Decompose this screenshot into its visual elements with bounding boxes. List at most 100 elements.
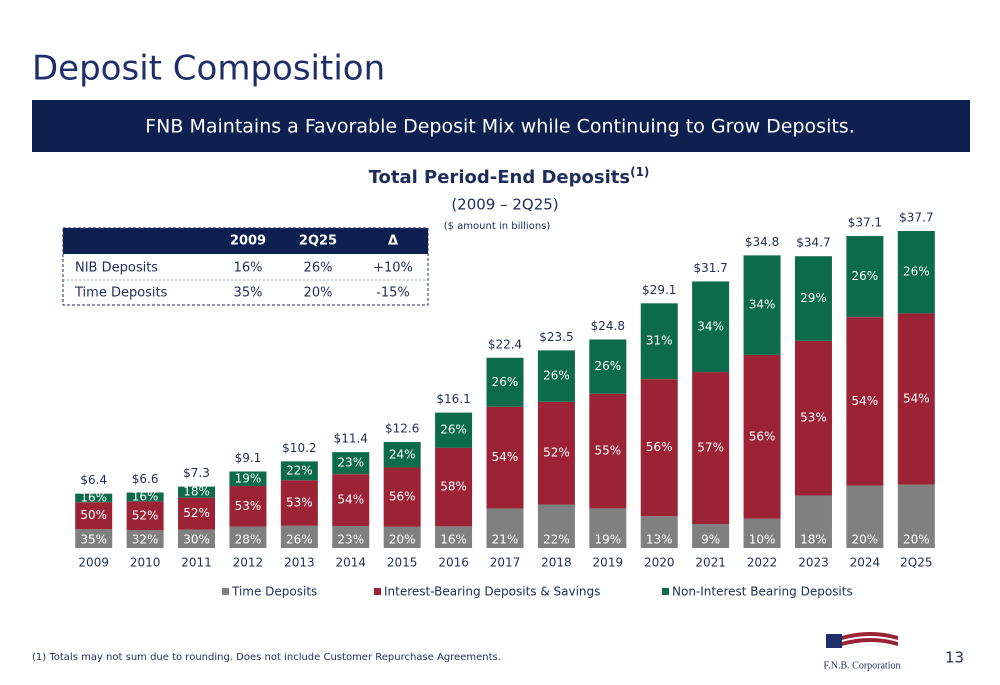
total-label: $11.4	[334, 432, 368, 446]
total-label: $37.7	[899, 211, 933, 225]
bar-segment	[126, 530, 164, 548]
unit-note: ($ amount in billions)	[444, 221, 551, 232]
table-header: Δ	[388, 234, 398, 249]
x-tick-label: 2015	[387, 556, 418, 570]
segment-label: 50%	[80, 508, 107, 522]
total-label: $34.7	[796, 236, 830, 250]
bar-segment	[692, 524, 730, 548]
x-tick-label: 2Q25	[900, 556, 932, 570]
table-cell: -15%	[376, 286, 410, 301]
total-label: $6.4	[80, 473, 107, 487]
bar-segment	[75, 493, 113, 503]
bar-segment	[280, 461, 318, 481]
segment-label: 18%	[183, 485, 210, 499]
bar-segment	[383, 467, 421, 527]
segment-label: 18%	[800, 533, 827, 547]
bar-segment	[537, 504, 575, 548]
table-cell: 35%	[234, 286, 263, 301]
bar-segment	[743, 354, 781, 519]
x-tick-label: 2022	[747, 556, 778, 570]
legend-swatch	[222, 588, 229, 595]
total-label: $10.2	[282, 441, 316, 455]
logo: F.N.B. Corporation	[824, 632, 901, 671]
segment-label: 26%	[543, 369, 570, 383]
segment-label: 28%	[235, 533, 262, 547]
segment-label: 57%	[697, 441, 724, 455]
segment-label: 53%	[800, 411, 827, 425]
segment-label: 53%	[286, 495, 313, 509]
total-label: $29.1	[642, 283, 676, 297]
total-label: $16.1	[436, 392, 470, 406]
total-label: $24.8	[591, 319, 625, 333]
bar-segment	[794, 340, 832, 496]
title-note: (1)	[630, 165, 649, 179]
segment-label: 56%	[646, 440, 673, 454]
bar-segment	[640, 303, 678, 380]
segment-label: 54%	[337, 493, 364, 507]
logo-flag-field	[826, 634, 842, 648]
bar-segment	[537, 401, 575, 505]
segment-label: 26%	[594, 359, 621, 373]
table-header-bg	[63, 228, 428, 254]
x-tick-label: 2010	[130, 556, 161, 570]
x-tick-label: 2021	[695, 556, 726, 570]
segment-label: 16%	[132, 489, 159, 503]
segment-label: 55%	[594, 444, 621, 458]
bar-segment	[846, 236, 884, 318]
segment-label: 21%	[492, 533, 519, 547]
chart-subtitle: (2009 – 2Q25)	[451, 196, 558, 214]
logo-text: F.N.B. Corporation	[824, 660, 901, 671]
bar-segment	[692, 281, 730, 373]
total-label: $23.5	[539, 330, 573, 344]
bar-segment	[537, 350, 575, 402]
bar-segment	[332, 474, 370, 526]
segment-label: 56%	[749, 429, 776, 443]
table-cell: NIB Deposits	[75, 261, 158, 276]
segment-label: 52%	[543, 446, 570, 460]
bar-segment	[229, 471, 267, 487]
x-tick-label: 2009	[78, 556, 109, 570]
segment-label: 53%	[235, 499, 262, 513]
segment-label: 29%	[800, 291, 827, 305]
bar-segment	[280, 480, 318, 526]
segment-label: 19%	[235, 471, 262, 485]
bar-segment	[897, 313, 935, 485]
x-tick-label: 2016	[438, 556, 469, 570]
chart-title-text: Total Period-End Deposits	[369, 167, 630, 188]
total-label: $31.7	[693, 261, 727, 275]
x-tick-label: 2012	[233, 556, 264, 570]
page-number: 13	[945, 649, 964, 667]
x-tick-label: 2020	[644, 556, 675, 570]
segment-label: 26%	[440, 423, 467, 437]
bar-segment	[692, 372, 730, 525]
bar-segment	[589, 339, 627, 394]
segment-label: 22%	[543, 533, 570, 547]
segment-label: 34%	[697, 319, 724, 333]
bar-segment	[794, 256, 832, 341]
legend-label: Interest-Bearing Deposits & Savings	[384, 585, 600, 599]
total-label: $22.4	[488, 337, 522, 351]
segment-label: 54%	[852, 394, 879, 408]
segment-label: 54%	[492, 450, 519, 464]
x-tick-label: 2014	[335, 556, 366, 570]
bar-segment	[126, 501, 164, 531]
bar-segment	[229, 486, 267, 527]
legend-swatch	[662, 588, 669, 595]
bar-segment	[640, 516, 678, 548]
bar-segment	[743, 255, 781, 355]
bar-segment	[846, 317, 884, 486]
segment-label: 13%	[646, 533, 673, 547]
segment-label: 58%	[440, 480, 467, 494]
x-tick-label: 2017	[490, 556, 521, 570]
segment-label: 56%	[389, 490, 416, 504]
bar-segment	[332, 452, 370, 475]
total-label: $9.1	[235, 451, 262, 465]
table-border	[62, 227, 429, 306]
x-tick-label: 2019	[593, 556, 624, 570]
bar-segment	[486, 508, 524, 548]
banner	[32, 100, 970, 152]
bar-segment	[897, 484, 935, 548]
total-label: $34.8	[745, 235, 779, 249]
table-cell: +10%	[373, 261, 413, 276]
total-label: $12.6	[385, 422, 419, 436]
